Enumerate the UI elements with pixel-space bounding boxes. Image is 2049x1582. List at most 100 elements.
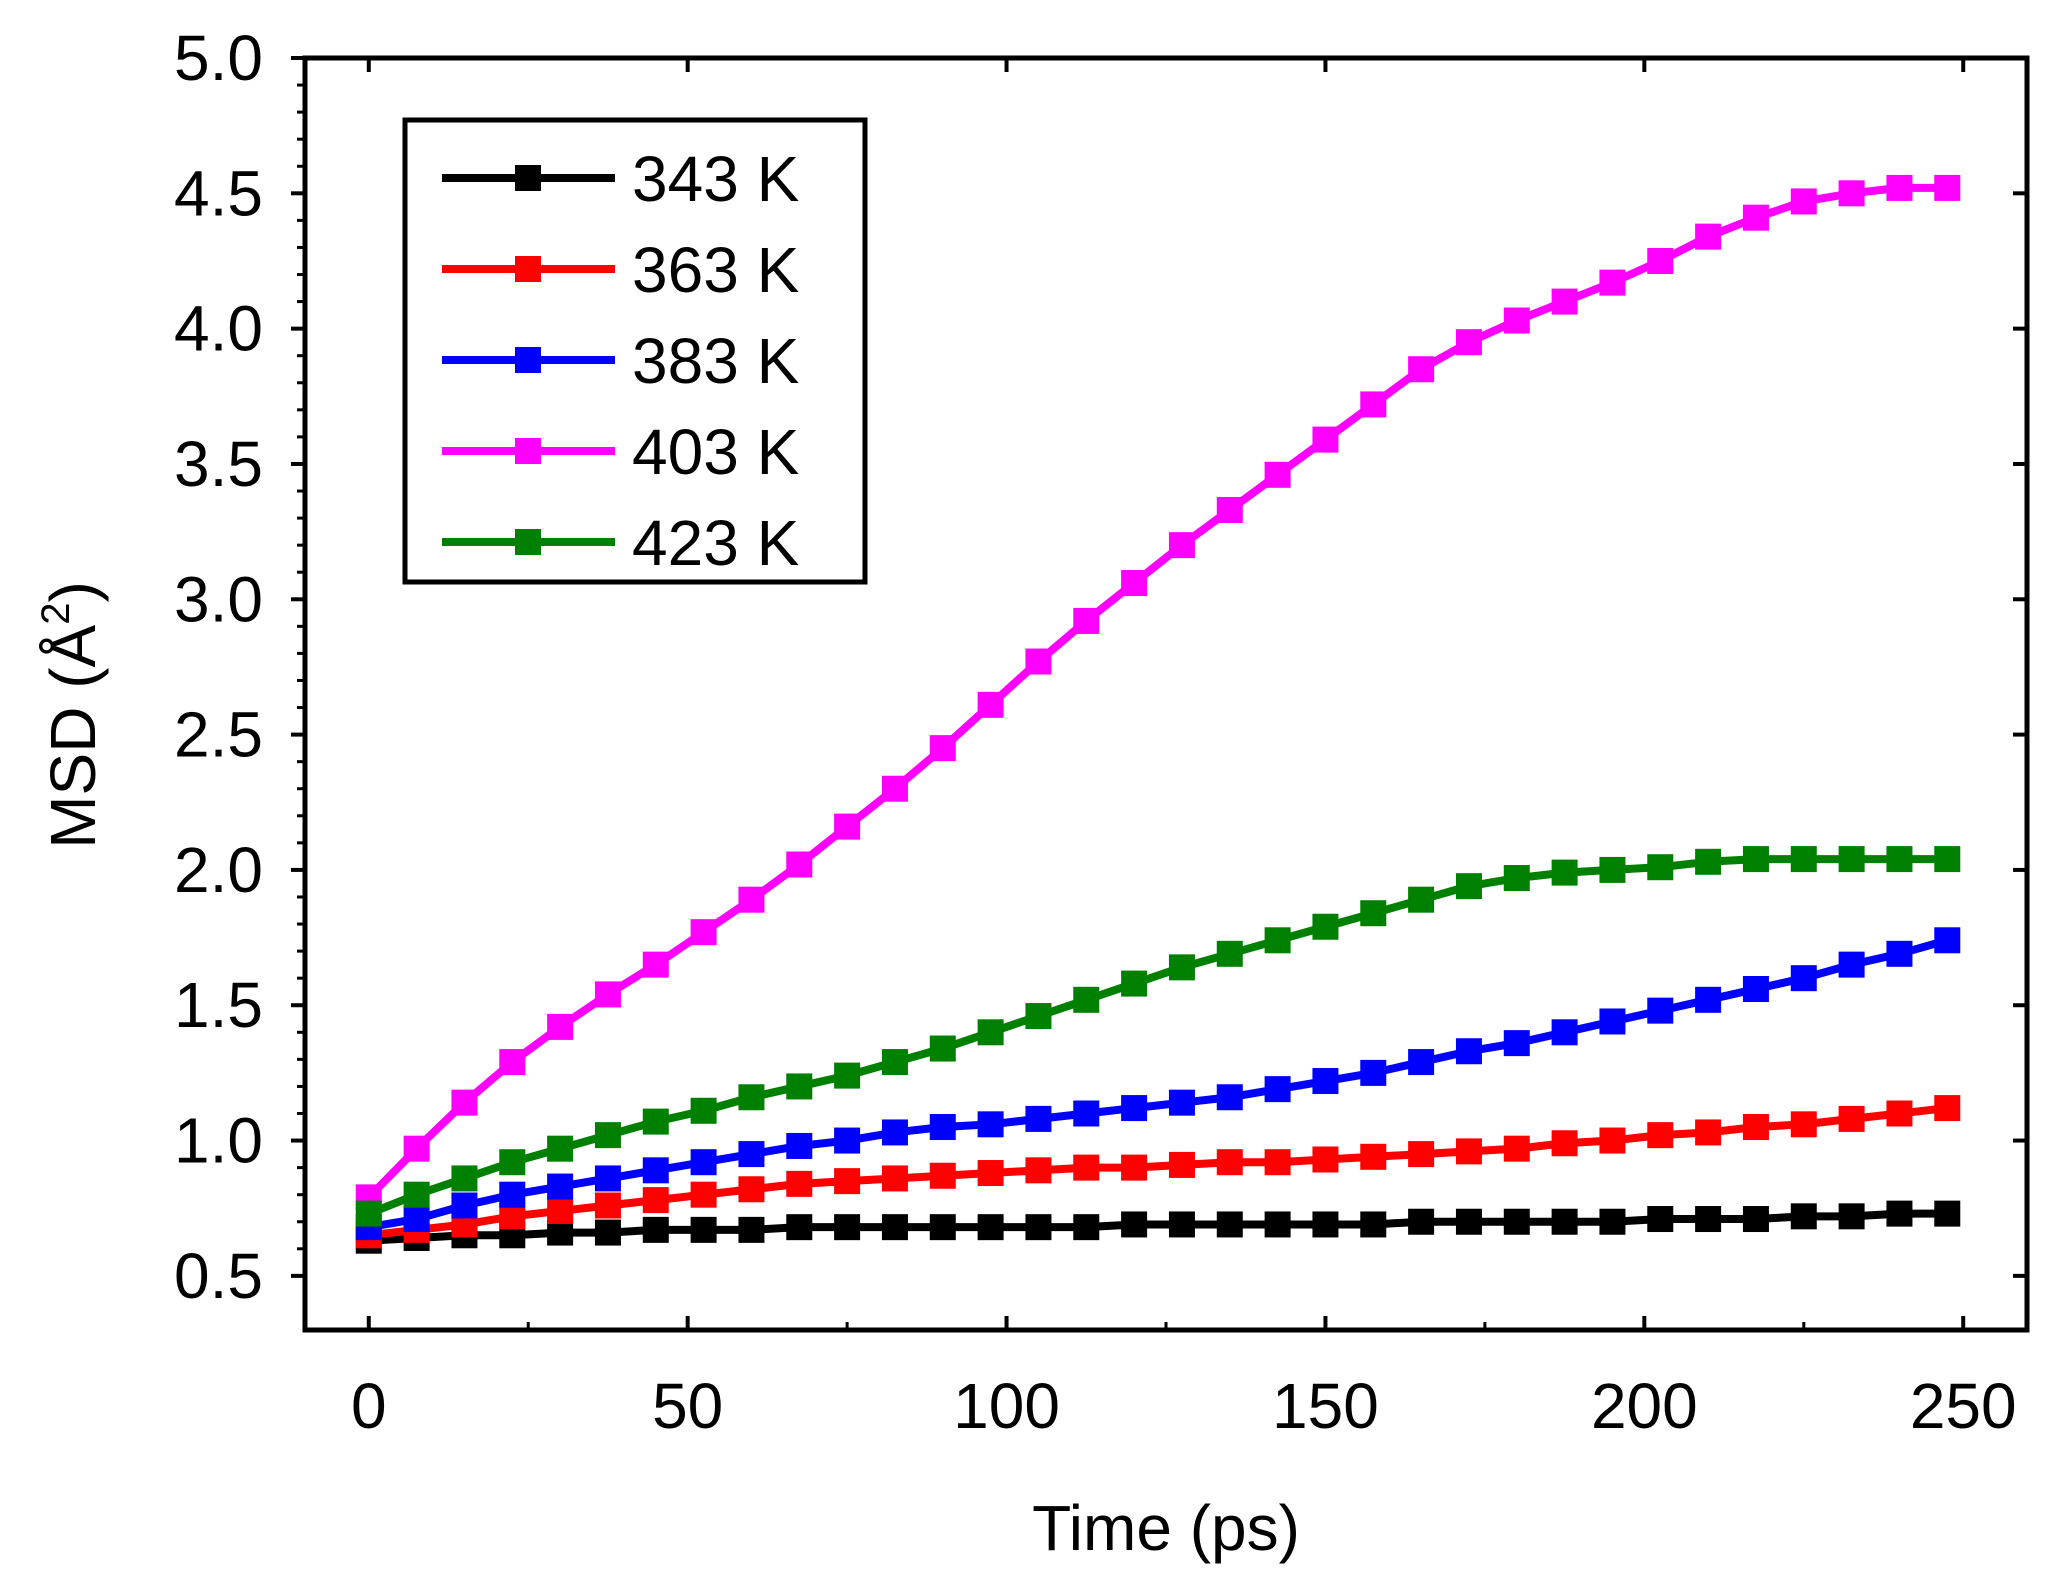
data-point — [1073, 986, 1100, 1013]
legend-marker — [515, 529, 541, 555]
data-point — [1503, 1135, 1530, 1162]
data-point — [1886, 1100, 1913, 1127]
data-point — [1695, 848, 1722, 875]
data-point — [1121, 1095, 1148, 1122]
data-point — [1838, 1203, 1865, 1230]
data-point — [547, 1013, 574, 1040]
data-point — [1264, 1211, 1291, 1238]
data-point — [1934, 846, 1961, 873]
data-point — [1360, 900, 1387, 927]
data-point — [881, 1119, 908, 1146]
data-point — [1647, 854, 1674, 881]
data-point — [1216, 1211, 1243, 1238]
legend-entry: 383 K — [442, 325, 799, 397]
y-tick-label: 2.0 — [174, 834, 263, 906]
data-point — [594, 1122, 621, 1149]
data-point — [1934, 1095, 1961, 1122]
series-363-k — [355, 1095, 1961, 1249]
data-point — [1790, 846, 1817, 873]
data-point — [1599, 1208, 1626, 1235]
data-point — [1216, 1084, 1243, 1111]
data-point — [1264, 1149, 1291, 1176]
data-point — [1360, 1059, 1387, 1086]
data-point — [1455, 329, 1482, 356]
series-line — [368, 936, 1949, 1232]
y-tick-label: 5.0 — [174, 22, 263, 94]
data-point — [1838, 951, 1865, 978]
legend-label: 343 K — [632, 143, 799, 215]
series-line — [365, 183, 1948, 1201]
y-tick-label: 1.5 — [174, 969, 263, 1041]
data-point — [547, 1197, 574, 1224]
data-point — [1551, 1019, 1578, 1046]
data-point — [834, 813, 861, 840]
data-point — [1647, 247, 1674, 274]
data-point — [881, 1165, 908, 1192]
data-point — [642, 1187, 669, 1214]
data-point — [834, 1168, 861, 1195]
legend-entry: 403 K — [442, 416, 799, 488]
data-point — [1264, 1076, 1291, 1103]
data-point — [1312, 426, 1339, 453]
legend-label: 383 K — [632, 325, 799, 397]
data-point — [1073, 1100, 1100, 1127]
series-423-k — [355, 846, 1961, 1227]
y-tick-label: 3.5 — [174, 428, 263, 500]
legend-entry: 343 K — [442, 143, 799, 215]
data-point — [1168, 1151, 1195, 1178]
data-point — [1121, 1211, 1148, 1238]
data-point — [786, 851, 813, 878]
data-point — [1790, 1203, 1817, 1230]
legend-entry: 363 K — [442, 234, 799, 306]
y-tick-label: 4.5 — [174, 157, 263, 229]
data-point — [642, 1108, 669, 1135]
data-point — [1408, 1049, 1435, 1076]
data-point — [355, 1200, 382, 1227]
data-point — [594, 981, 621, 1008]
data-point — [1599, 1127, 1626, 1154]
data-point — [1216, 496, 1243, 523]
data-point — [1790, 188, 1817, 215]
series-383-k — [355, 927, 1961, 1241]
data-point — [1168, 1211, 1195, 1238]
data-point — [881, 775, 908, 802]
x-tick-label: 50 — [652, 1370, 723, 1442]
data-point — [1647, 997, 1674, 1024]
data-point — [881, 1049, 908, 1076]
legend-entry: 423 K — [442, 507, 799, 579]
data-point — [1934, 174, 1961, 201]
legend-label: 363 K — [632, 234, 799, 306]
y-axis-title-superscript: 2 — [34, 603, 78, 625]
data-point — [1408, 886, 1435, 913]
data-point — [1934, 1200, 1961, 1227]
x-tick-label: 100 — [953, 1370, 1060, 1442]
data-point — [1168, 1089, 1195, 1116]
data-point — [403, 1135, 430, 1162]
data-point — [642, 1216, 669, 1243]
legend-marker — [515, 438, 541, 464]
series-line — [367, 855, 1948, 1218]
data-point — [451, 1165, 478, 1192]
data-point — [499, 1049, 526, 1076]
data-point — [1886, 1200, 1913, 1227]
data-point — [1455, 1138, 1482, 1165]
data-point — [1551, 1208, 1578, 1235]
data-point — [929, 1214, 956, 1241]
data-point — [1742, 204, 1769, 231]
data-point — [690, 1149, 717, 1176]
data-point — [1838, 1105, 1865, 1132]
data-point — [929, 1035, 956, 1062]
data-point — [1551, 288, 1578, 315]
series-layer — [355, 174, 1961, 1254]
data-point — [451, 1089, 478, 1116]
data-point — [1695, 1119, 1722, 1146]
data-point — [1025, 648, 1052, 675]
data-point — [1312, 1211, 1339, 1238]
data-point — [977, 1019, 1004, 1046]
data-point — [642, 951, 669, 978]
y-axis-title-main: MSD (Å — [37, 624, 109, 848]
data-point — [403, 1206, 430, 1233]
data-point — [738, 886, 765, 913]
y-tick-label: 3.0 — [174, 563, 263, 635]
data-point — [977, 1214, 1004, 1241]
